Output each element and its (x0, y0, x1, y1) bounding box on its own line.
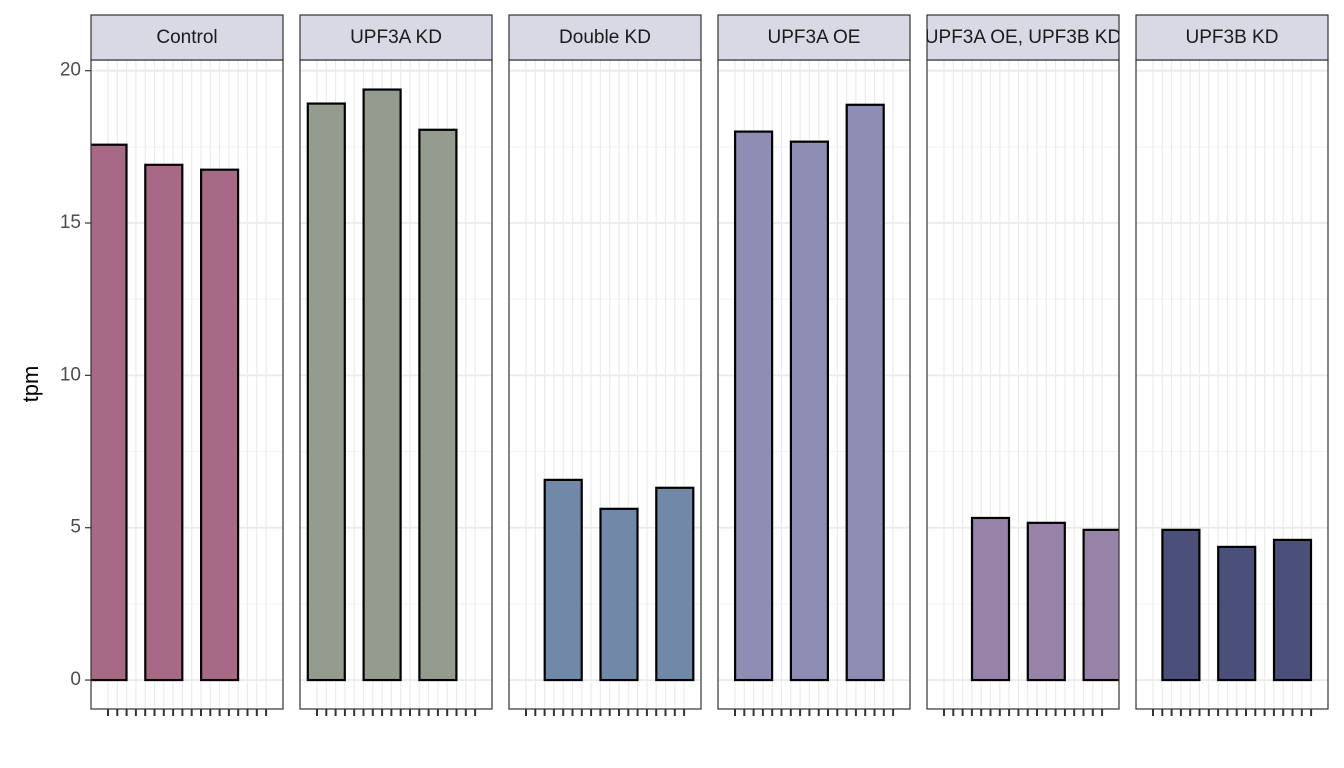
bar (789, 140, 830, 682)
bar (200, 168, 240, 682)
panel (1136, 60, 1328, 709)
panel (300, 60, 492, 709)
y-tick-label: 0 (70, 669, 81, 690)
strip (508, 14, 702, 61)
bar (845, 103, 885, 682)
strip (299, 14, 493, 61)
bar (1082, 528, 1119, 682)
y-tick-label: 5 (70, 517, 81, 538)
bar (144, 163, 184, 682)
strip-clip: Control (156, 27, 217, 48)
facet-title: UPF3A KD (350, 27, 442, 48)
panel (509, 60, 701, 709)
bar (91, 143, 128, 682)
y-tick-label: 15 (60, 212, 81, 233)
facet-title: UPF3A OE, UPF3B KD (925, 27, 1121, 48)
bar (1161, 528, 1201, 682)
bar (418, 128, 458, 682)
bar (970, 516, 1011, 682)
bar (306, 102, 346, 682)
bar (1026, 521, 1066, 682)
bar (733, 130, 774, 682)
facet-title: UPF3A OE (768, 27, 861, 48)
bar (599, 507, 639, 682)
y-tick-label: 20 (60, 60, 81, 81)
bar (1217, 545, 1257, 682)
strip (90, 14, 284, 61)
panel (718, 60, 910, 709)
bar (543, 478, 583, 682)
y-axis-label: tpm (18, 366, 43, 403)
panel (927, 60, 1119, 709)
bar (1272, 538, 1313, 682)
strip-clip: UPF3A OE, UPF3B KD (925, 27, 1121, 48)
strip-clip: UPF3A OE (768, 27, 861, 48)
strip-clip: UPF3A KD (350, 27, 442, 48)
facet-title: UPF3B KD (1186, 27, 1279, 48)
facet-title: Double KD (559, 27, 651, 48)
panel (91, 60, 283, 709)
bar (362, 88, 402, 682)
strip-clip: UPF3B KD (1186, 27, 1279, 48)
bar (655, 486, 695, 682)
strip (717, 14, 911, 61)
y-tick-label: 10 (60, 364, 81, 385)
facet-title: Control (156, 27, 217, 48)
strip (1135, 14, 1329, 61)
strip (926, 14, 1120, 61)
strip-clip: Double KD (559, 27, 651, 48)
